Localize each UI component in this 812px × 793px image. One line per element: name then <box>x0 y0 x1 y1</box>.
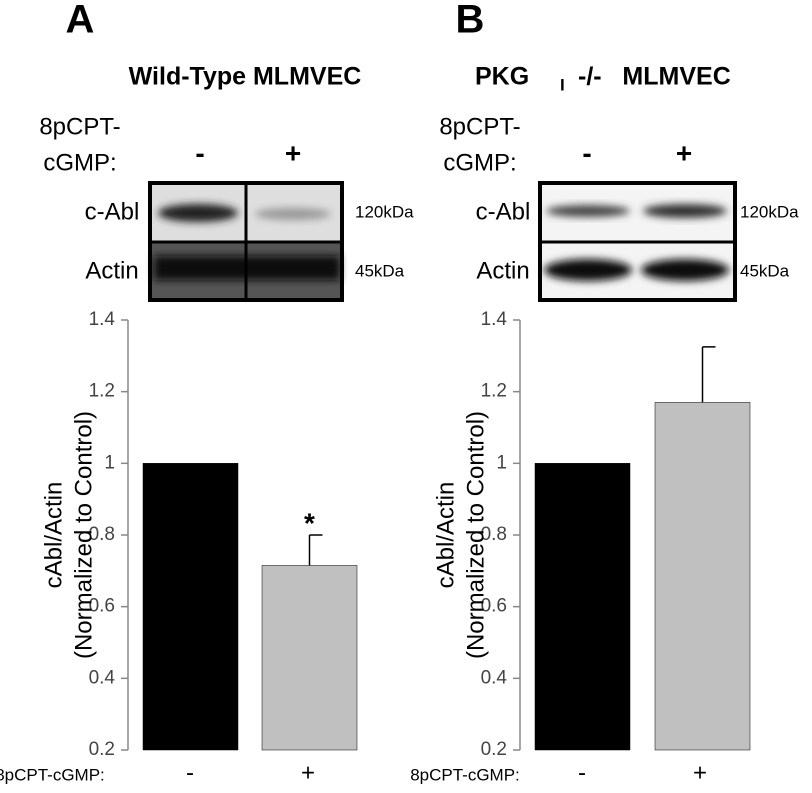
y-tick-label: 0.6 <box>89 596 115 617</box>
y-tick-label: 1.4 <box>89 309 116 330</box>
panel-letter: B <box>456 0 485 42</box>
y-tick-label: 1.2 <box>481 381 507 402</box>
y-tick-label: 0.4 <box>89 667 116 688</box>
y-tick-label: 1 <box>104 452 115 473</box>
significance-mark: * <box>304 507 315 538</box>
panel-title-rest: -/- MLMVEC <box>578 63 731 91</box>
panel-title-subscript: I <box>560 75 565 94</box>
treatment-label: 8pCPT- <box>439 113 520 140</box>
y-tick-label: 0.6 <box>481 596 507 617</box>
y-tick-label: 1.4 <box>481 309 508 330</box>
blot-row-label: Actin <box>85 257 138 284</box>
size-label: 120kDa <box>740 202 799 221</box>
y-tick-label: 0.8 <box>481 524 507 545</box>
bar <box>654 402 751 751</box>
lane-label: - <box>195 137 204 168</box>
y-tick-label: 0.2 <box>89 739 115 760</box>
y-axis-label: cAbl/Actin <box>432 482 459 589</box>
y-axis-label: (Normalized to Control) <box>462 411 489 659</box>
blot-row-label: Actin <box>476 257 529 284</box>
x-tick-label: + <box>693 759 707 786</box>
y-tick-label: 1 <box>496 452 507 473</box>
panel-letter: A <box>66 0 95 42</box>
size-label: 45kDa <box>740 261 790 280</box>
x-axis-label: 8pCPT-cGMP: <box>410 765 520 784</box>
size-label: 45kDa <box>355 261 405 280</box>
bar <box>261 565 358 751</box>
treatment-label: cGMP: <box>443 149 516 176</box>
blot-b <box>538 181 737 302</box>
lane-label: + <box>676 137 692 168</box>
x-tick-label: + <box>301 759 315 786</box>
panel-title: PKG <box>475 63 529 91</box>
y-tick-label: 0.2 <box>481 739 507 760</box>
blot-row-label: c-Abl <box>476 198 531 225</box>
y-axis-label: cAbl/Actin <box>40 482 67 589</box>
x-axis-label: 8pCPT-cGMP: <box>0 765 105 784</box>
treatment-label: 8pCPT- <box>39 113 120 140</box>
blot-row-label: c-Abl <box>85 198 140 225</box>
y-axis-label: (Normalized to Control) <box>70 411 97 659</box>
lane-label: - <box>582 137 591 168</box>
y-tick-label: 1.2 <box>89 381 115 402</box>
x-tick-label: - <box>578 759 586 786</box>
bar <box>534 463 631 751</box>
panel-title: Wild-Type MLMVEC <box>129 63 362 91</box>
lane-label: + <box>285 137 301 168</box>
size-label: 120kDa <box>355 202 414 221</box>
blot-a <box>148 181 344 302</box>
x-tick-label: - <box>186 759 194 786</box>
bar <box>142 463 239 751</box>
treatment-label: cGMP: <box>43 149 116 176</box>
y-tick-label: 0.8 <box>89 524 115 545</box>
y-tick-label: 0.4 <box>481 667 508 688</box>
